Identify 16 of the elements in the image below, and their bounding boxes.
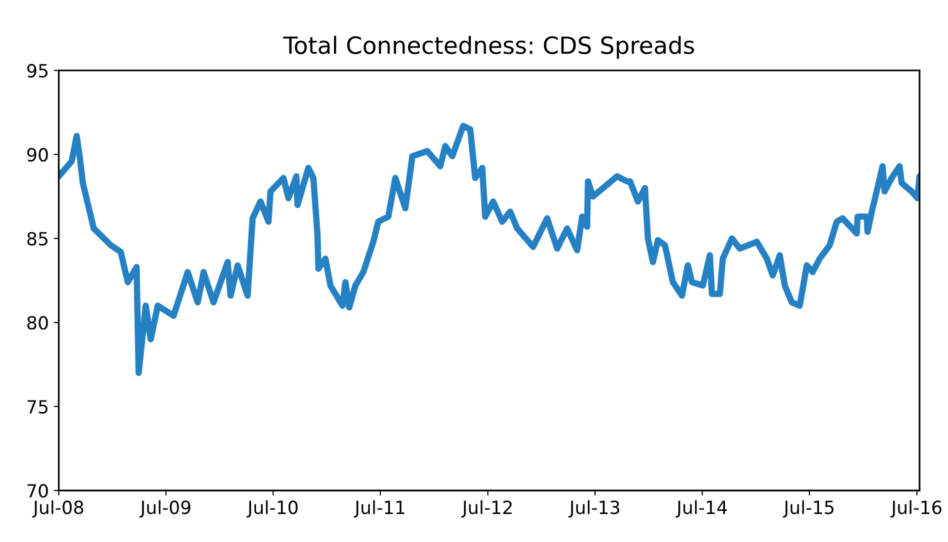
- x-tick-label: Jul-10: [246, 500, 298, 518]
- x-tick-label: Jul-16: [890, 500, 942, 518]
- x-tick-label: Jul-14: [676, 500, 727, 518]
- x-tick-label: Jul-08: [32, 500, 84, 518]
- y-tick-label: 90: [27, 148, 48, 162]
- y-tick-label: 95: [27, 64, 48, 78]
- chart-title: Total Connectedness: CDS Spreads: [283, 36, 694, 59]
- x-tick-label: Jul-09: [139, 500, 190, 518]
- x-tick-label: Jul-15: [782, 500, 834, 518]
- x-tick-label: Jul-13: [568, 500, 620, 518]
- y-tick-label: 70: [28, 484, 48, 498]
- x-tick-label: Jul-12: [461, 500, 512, 518]
- y-tick-label: 80: [27, 316, 48, 330]
- y-tick-label: 85: [27, 232, 48, 246]
- y-tick-label: 75: [28, 400, 48, 414]
- x-tick-label: Jul-11: [354, 500, 404, 518]
